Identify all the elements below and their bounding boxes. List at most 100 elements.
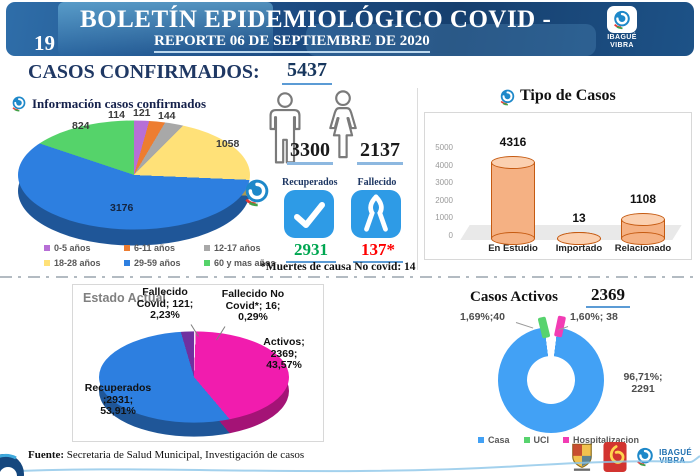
bar-category: En Estudio <box>488 243 538 254</box>
age-pie-chart <box>18 114 254 246</box>
page-title: BOLETÍN EPIDEMIOLÓGICO COVID - <box>80 6 552 33</box>
estado-pie-top <box>99 331 289 423</box>
casos-activos-legend: Casa UCI Hospitalizacion <box>478 435 639 445</box>
coat-of-arms-logo <box>572 443 592 471</box>
estado-actual-chart: Estado Actual Fallecido Covid; 121; 2,23… <box>72 284 324 442</box>
fallecido-no-covid-label: Fallecido No Covid*; 16; 0,29% <box>221 288 285 323</box>
legend-label: 29-59 años <box>134 258 181 268</box>
legend-label: 6-11 años <box>134 243 176 253</box>
estado-pie <box>99 329 289 437</box>
age-legend: 0-5 años 6-11 años 12-17 años 18-28 años… <box>44 243 294 268</box>
deceased-card <box>351 190 401 238</box>
legend-bullet <box>124 245 130 251</box>
bar-value: 1108 <box>629 192 657 206</box>
banner-art <box>58 2 273 56</box>
ibague-vibra-pin-icon <box>607 6 637 33</box>
legend-bullet <box>563 437 570 443</box>
fallecido-covid-label: Fallecido Covid; 121; 2,23% <box>136 286 194 321</box>
female-count: 2137 <box>357 139 403 165</box>
source-text: Secretaria de Salud Municipal, Investiga… <box>64 449 305 461</box>
legend-bullet <box>44 245 50 251</box>
deceased-count: 137* <box>353 240 403 263</box>
swirl-icon <box>500 89 515 106</box>
bar-value: 13 <box>572 211 586 225</box>
legend-bullet <box>204 260 210 266</box>
bar-value: 4316 <box>499 135 527 149</box>
y-tick: 2000 <box>435 196 453 205</box>
ibague-vibra-logo: IBAGUÉ VIBRA <box>600 6 644 50</box>
casos-activos-total: 2369 <box>586 285 630 308</box>
y-tick: 4000 <box>435 161 453 170</box>
legend-label: 18-28 años <box>54 258 101 268</box>
casos-activos-donut <box>498 327 604 433</box>
recovered-label: Recuperados <box>282 177 338 188</box>
male-icon <box>269 92 301 164</box>
bar-category: Relacionado <box>614 243 672 254</box>
confirmed-cases-label: CASOS CONFIRMADOS: <box>28 61 260 83</box>
legend-item: 0-5 años <box>44 243 124 253</box>
female-icon <box>329 90 357 159</box>
legend-label: Casa <box>488 435 510 445</box>
source-note: Fuente: Secretaria de Salud Municipal, I… <box>28 449 304 461</box>
ibague-vibra-logo-footer: IBAGUÉ VIBRA <box>634 446 692 468</box>
deaths-footnote: *Muertes de causa No covid: 14 <box>260 261 416 273</box>
male-count: 3300 <box>287 139 333 165</box>
tipo-casos-chart: 5000 4000 3000 2000 1000 0 4316 13 1108 … <box>424 112 692 260</box>
age-slice-value: 3176 <box>110 202 134 214</box>
deceased-label: Fallecido <box>357 177 397 188</box>
legend-item: 12-17 años <box>204 243 284 253</box>
corner-swirl-decoration <box>0 453 24 476</box>
section-divider-vertical <box>417 88 418 270</box>
legend-bullet <box>124 260 130 266</box>
age-pie-top <box>18 120 250 230</box>
legend-item: 60 y mas años <box>204 258 290 268</box>
legend-item: UCI <box>523 435 550 445</box>
bar-relacionado <box>621 212 665 245</box>
age-slice-value: 824 <box>72 120 90 132</box>
legend-label: UCI <box>533 435 550 445</box>
hospitalizacion-label: 1,60%; 38 <box>570 311 618 323</box>
age-chart-title: Información casos confirmados <box>32 96 207 111</box>
legend-bullet <box>204 245 210 251</box>
swirl-icon <box>245 179 269 207</box>
y-tick: 3000 <box>435 178 453 187</box>
y-tick: 1000 <box>435 213 453 222</box>
section-divider <box>0 276 700 278</box>
recovered-card <box>284 190 334 238</box>
footer-logos: IBAGUÉ VIBRA <box>568 442 692 472</box>
header-banner: BOLETÍN EPIDEMIOLÓGICO COVID - 19 REPORT… <box>6 2 694 56</box>
legend-item: 18-28 años <box>44 258 124 268</box>
age-slice-value: 114 <box>108 109 125 121</box>
casa-label: 96,71%; 2291 <box>623 371 663 395</box>
tipo-casos-title: Tipo de Casos <box>520 87 616 104</box>
page-title-suffix: 19 <box>34 31 55 55</box>
legend-bullet <box>523 437 530 443</box>
bar-en-estudio <box>491 156 535 245</box>
age-slice-value: 144 <box>158 110 176 122</box>
logo-text-line2: VIBRA <box>659 456 686 465</box>
swirl-icon <box>614 10 630 29</box>
checkmark-icon <box>294 202 325 228</box>
uci-label: 1,69%;40 <box>460 311 505 323</box>
confirmed-cases-value: 5437 <box>282 59 332 85</box>
legend-label: Hospitalizacion <box>573 435 640 445</box>
age-slice-value: 121 <box>133 107 151 119</box>
legend-label: 60 y mas años <box>214 258 276 268</box>
swirl-icon <box>12 96 26 112</box>
logo-text-line1: IBAGUÉ <box>659 448 692 457</box>
bar-importado <box>557 231 601 245</box>
legend-label: 0-5 años <box>54 243 91 253</box>
legend-item: Hospitalizacion <box>563 435 639 445</box>
legend-item: 29-59 años <box>124 258 204 268</box>
recuperados-label: Recuperados ;2931; 53,91% <box>84 382 152 417</box>
donut-hole <box>527 356 575 404</box>
logo-text-line1: IBAGUÉ <box>607 34 637 41</box>
logo-text: IBAGUÉ VIBRA <box>600 34 644 50</box>
legend-item: Casa <box>478 435 510 445</box>
leader-line <box>515 322 534 329</box>
y-tick: 0 <box>448 231 453 240</box>
activos-label: Activos; 2369; 43,57% <box>263 336 305 371</box>
casos-activos-title: Casos Activos <box>470 289 558 305</box>
banner-art <box>306 24 596 56</box>
